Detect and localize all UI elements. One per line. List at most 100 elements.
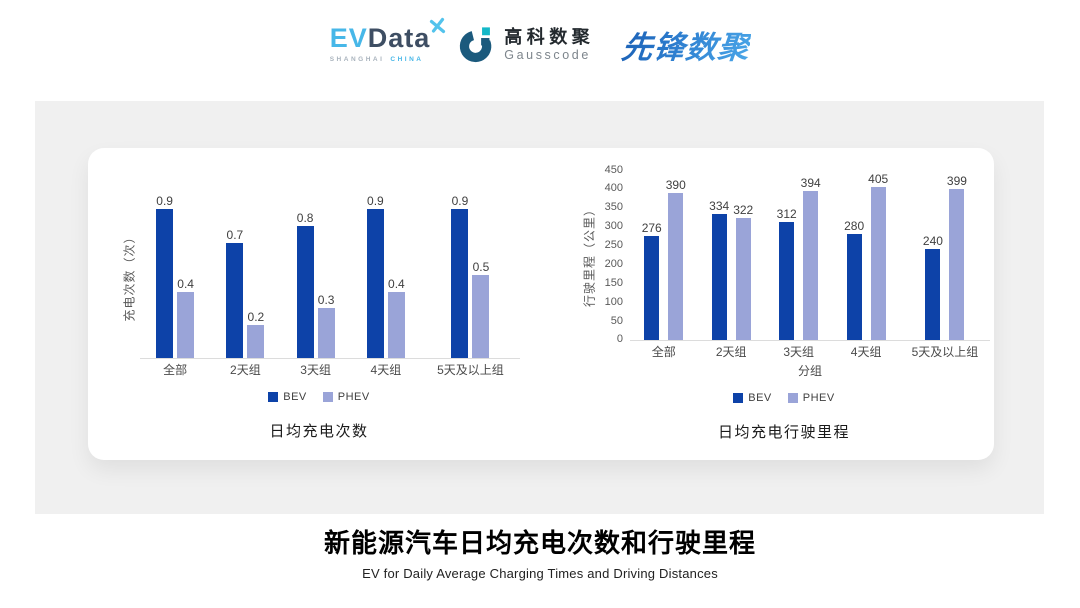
y-axis-ticks: 450 400 350 300 250 200 150 100 50 0 bbox=[604, 163, 623, 346]
bar-group: 0.8 0.3 3天组 bbox=[296, 193, 335, 376]
bar-pair: 0.9 0.5 bbox=[451, 193, 490, 358]
bar-with-label: 240 bbox=[923, 235, 943, 340]
bar-value-label: 399 bbox=[946, 174, 967, 188]
category-label: 2天组 bbox=[715, 345, 747, 359]
legend-swatch-phev bbox=[322, 392, 333, 402]
bar-with-label: 312 bbox=[777, 208, 797, 340]
bar-groups: 0.9 0.4 全部 0.7 0.2 2天组 0.8 0.3 3天组 0.9 0.4 4天组 0.9 0.… bbox=[140, 193, 520, 376]
bar-with-label: 334 bbox=[709, 200, 729, 340]
bar-value-label: 0.9 bbox=[367, 194, 384, 208]
category-label: 2天组 bbox=[230, 363, 261, 377]
chart-title: 日均充电行驶里程 bbox=[717, 424, 850, 441]
bar-value-label: 0.2 bbox=[247, 310, 265, 324]
bar-pair: 280 405 bbox=[844, 170, 888, 340]
bar-phev bbox=[735, 218, 751, 340]
category-label: 4天组 bbox=[850, 345, 882, 359]
bar-with-label: 280 bbox=[844, 220, 864, 340]
evdata-wordmark: EV Data bbox=[330, 25, 431, 52]
bar-value-label: 394 bbox=[800, 176, 821, 190]
plot-area: 0.9 0.4 全部 0.7 0.2 2天组 0.8 0.3 3天组 0.9 0.4 4天组 0.9 0.… bbox=[140, 193, 520, 376]
legend: BEV PHEV bbox=[118, 391, 520, 403]
y-axis-label: 充电次数（次） bbox=[122, 229, 137, 322]
legend-swatch-bev bbox=[268, 392, 279, 402]
bar-pair: 240 399 bbox=[923, 170, 967, 340]
bar-bev bbox=[644, 236, 660, 340]
bar-value-label: 322 bbox=[733, 203, 754, 217]
evdata-subtitle: SHANGHAI CHINA bbox=[330, 57, 431, 64]
bar-value-label: 0.9 bbox=[451, 194, 469, 208]
legend-label-phev: PHEV bbox=[802, 392, 835, 404]
legend-swatch-phev bbox=[787, 393, 798, 403]
bar-phev bbox=[803, 191, 819, 340]
chart-main-area: 充电次数（次） 0.9 0.4 全部 0.7 0.2 2天组 0.8 0.3 3天组 0.9 0.4… bbox=[118, 193, 520, 376]
gausscode-g-icon bbox=[458, 26, 495, 63]
y-axis-label: 行驶里程（公里） bbox=[582, 202, 597, 308]
evdata-ev-text: EV bbox=[329, 23, 368, 54]
category-label: 3天组 bbox=[783, 345, 815, 359]
evdata-logo: EV Data SHANGHAI CHINA bbox=[330, 18, 446, 64]
chart-daily-charging-times: 充电次数（次） 0.9 0.4 全部 0.7 0.2 2天组 0.8 0.3 3天组 0.9 0.4… bbox=[118, 193, 520, 441]
bar-with-label: 0.2 bbox=[247, 310, 265, 358]
bar-with-label: 0.3 bbox=[317, 294, 335, 358]
bar-with-label: 0.4 bbox=[177, 278, 195, 358]
bar-phev bbox=[247, 325, 265, 358]
bar-group: 0.9 0.5 5天及以上组 bbox=[437, 193, 504, 376]
bar-group: 280 405 4天组 bbox=[844, 170, 888, 358]
bar-with-label: 0.9 bbox=[366, 194, 384, 358]
bar-phev bbox=[668, 193, 684, 340]
bar-with-label: 0.9 bbox=[156, 194, 174, 358]
page-subtitle: EV for Daily Average Charging Times and … bbox=[362, 566, 718, 582]
y-axis-label-column: 行驶里程（公里） bbox=[578, 170, 600, 340]
bar-bev bbox=[156, 209, 174, 358]
x-axis-label: 分组 bbox=[797, 364, 822, 378]
legend-swatch-bev bbox=[733, 393, 744, 403]
bar-value-label: 0.5 bbox=[472, 260, 490, 274]
bar-phev bbox=[387, 292, 405, 358]
bar-pair: 334 322 bbox=[709, 170, 753, 340]
bar-pair: 312 394 bbox=[777, 170, 821, 340]
bar-bev bbox=[779, 222, 795, 340]
bar-with-label: 0.7 bbox=[226, 229, 244, 358]
legend-item: BEV bbox=[733, 392, 772, 404]
bar-pair: 0.9 0.4 bbox=[156, 193, 195, 358]
bar-with-label: 0.8 bbox=[296, 212, 314, 358]
bar-group: 0.9 0.4 全部 bbox=[156, 193, 195, 376]
bar-bev bbox=[366, 209, 384, 358]
bar-value-label: 280 bbox=[844, 219, 865, 233]
category-label: 5天及以上组 bbox=[437, 363, 504, 377]
chart-title: 日均充电次数 bbox=[269, 423, 369, 440]
page-title: 新能源汽车日均充电次数和行驶里程 bbox=[323, 528, 756, 558]
bar-phev bbox=[870, 187, 886, 340]
bar-groups: 276 390 全部 334 322 2天组 312 394 3天组 280 405 4天组 240 39… bbox=[630, 170, 990, 358]
gausscode-logo: 高科数聚 Gausscode bbox=[458, 26, 594, 63]
bar-group: 0.9 0.4 4天组 bbox=[366, 193, 405, 376]
bar-value-label: 334 bbox=[709, 199, 730, 213]
legend-label-bev: BEV bbox=[283, 391, 307, 403]
bar-phev bbox=[177, 292, 195, 358]
gausscode-en-text: Gausscode bbox=[504, 47, 591, 62]
evdata-data-text: Data bbox=[367, 23, 431, 54]
bar-group: 334 322 2天组 bbox=[709, 170, 753, 358]
legend-item: PHEV bbox=[787, 392, 835, 404]
bar-bev bbox=[451, 209, 469, 358]
bar-value-label: 405 bbox=[868, 172, 889, 186]
bar-value-label: 240 bbox=[922, 234, 943, 248]
chart-daily-driving-distance: 行驶里程（公里） 450 400 350 300 250 200 150 100 50 0 276… bbox=[578, 163, 990, 442]
charts-card: 充电次数（次） 0.9 0.4 全部 0.7 0.2 2天组 0.8 0.3 3天组 0.9 0.4… bbox=[88, 148, 994, 460]
legend-item: PHEV bbox=[322, 391, 370, 403]
legend-label-bev: BEV bbox=[748, 392, 772, 404]
bar-value-label: 0.9 bbox=[156, 194, 173, 208]
bar-with-label: 405 bbox=[868, 173, 888, 340]
bar-with-label: 394 bbox=[801, 177, 821, 340]
bar-value-label: 276 bbox=[641, 221, 662, 235]
legend: BEV PHEV bbox=[578, 392, 990, 404]
bar-phev bbox=[317, 308, 335, 358]
bar-bev bbox=[711, 214, 727, 340]
bar-value-label: 312 bbox=[776, 207, 797, 221]
gausscode-cn-text: 高科数聚 bbox=[504, 26, 595, 47]
pioneer-logo: 先锋数聚 bbox=[620, 22, 753, 67]
gausscode-text-block: 高科数聚 Gausscode bbox=[504, 28, 594, 62]
bar-with-label: 390 bbox=[666, 179, 686, 340]
x-axis-spacer bbox=[578, 365, 630, 377]
legend-item: BEV bbox=[268, 391, 307, 403]
